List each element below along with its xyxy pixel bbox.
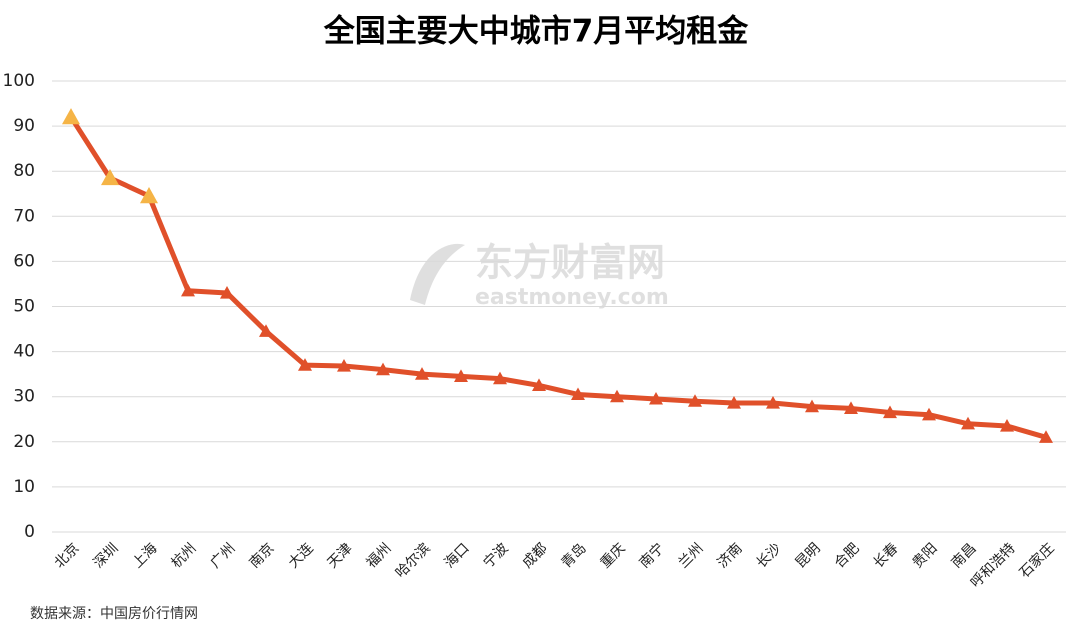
- y-tick-label: 10: [13, 477, 35, 497]
- marker: [649, 391, 663, 405]
- marker: [259, 324, 273, 337]
- x-tick-label: 昆明: [793, 540, 824, 571]
- x-tick-label: 深圳: [91, 540, 122, 571]
- source: 数据来源：中国房价行情网: [30, 606, 198, 622]
- marker: [376, 362, 390, 376]
- marker: [1000, 419, 1014, 432]
- y-tick-label: 40: [13, 342, 35, 362]
- marker: [298, 358, 312, 371]
- x-tick-label: 宁波: [480, 540, 512, 572]
- y-tick-label: 80: [13, 161, 35, 181]
- x-tick-label: 海口: [442, 540, 473, 571]
- x-tick-label: 成都: [520, 540, 551, 571]
- x-tick-label: 石家庄: [1016, 540, 1058, 582]
- y-tick-label: 30: [13, 387, 35, 407]
- marker: [844, 401, 858, 415]
- x-tick-label: 福州: [364, 540, 395, 571]
- x-tick-label: 南京: [247, 540, 278, 571]
- marker: [571, 387, 585, 401]
- marker: [688, 394, 702, 407]
- watermark-sub: eastmoney.com: [475, 285, 669, 310]
- marker: [610, 389, 624, 403]
- watermark-logo: [410, 243, 465, 305]
- y-tick-label: 50: [13, 297, 35, 317]
- marker: [220, 285, 234, 299]
- marker: [1039, 430, 1053, 443]
- y-tick-label: 60: [13, 251, 35, 271]
- x-tick-label: 重庆: [598, 540, 629, 571]
- x-tick-label: 南昌: [949, 540, 980, 571]
- x-tick-label: 北京: [52, 540, 83, 571]
- x-tick-label: 贵阳: [910, 540, 941, 571]
- marker: [415, 367, 429, 380]
- x-tick-label: 南宁: [636, 540, 668, 572]
- watermark: 东方财富网 eastmoney.com: [410, 241, 669, 310]
- x-tick-label: 长沙: [754, 540, 785, 571]
- x-tick-label: 兰州: [676, 540, 707, 571]
- x-tick-label: 杭州: [169, 540, 200, 571]
- chart-title: 全国主要大中城市7月平均租金: [323, 14, 750, 50]
- y-tick-label: 70: [13, 206, 35, 226]
- x-tick-label: 天津: [325, 540, 356, 571]
- marker: [454, 369, 468, 383]
- marker: [493, 371, 507, 385]
- x-tick-label: 哈尔滨: [393, 540, 434, 581]
- x-tick-label: 长春: [871, 540, 902, 571]
- x-tick-label: 大连: [286, 540, 317, 571]
- marker: [883, 405, 897, 419]
- marker: [337, 359, 351, 372]
- x-tick-label: 济南: [715, 540, 746, 571]
- marker: [727, 396, 741, 409]
- x-tick-label: 上海: [130, 540, 161, 571]
- y-tick-label: 0: [24, 522, 35, 542]
- marker: [922, 407, 936, 421]
- x-tick-label: 青岛: [559, 540, 590, 571]
- y-tick-label: 100: [3, 71, 35, 91]
- y-tick-label: 20: [13, 432, 35, 452]
- watermark-text: 东方财富网: [475, 241, 665, 285]
- marker: [805, 399, 819, 413]
- y-tick-label: 90: [13, 116, 35, 136]
- marker: [101, 168, 119, 186]
- x-tick-label: 广州: [208, 540, 239, 571]
- line: [68, 115, 1047, 440]
- marker: [766, 396, 780, 409]
- marker: [62, 108, 80, 125]
- marker: [532, 378, 546, 392]
- x-tick-label: 合肥: [832, 540, 863, 571]
- marker: [961, 416, 975, 430]
- marker: [181, 283, 195, 297]
- marker: [140, 187, 158, 204]
